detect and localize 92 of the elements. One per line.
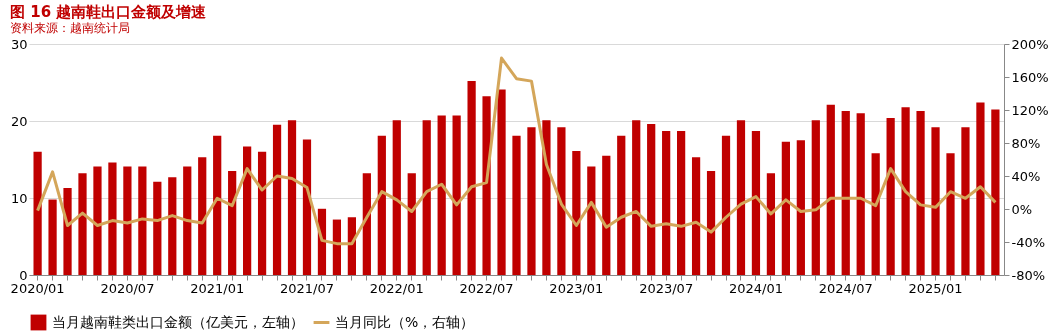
bar: [602, 155, 611, 275]
y2-tick-label: 120%: [1011, 102, 1049, 118]
bar: [377, 135, 386, 275]
bar: [198, 157, 207, 275]
bar: [811, 120, 820, 275]
bar: [706, 171, 716, 275]
y2-tick-label: 40%: [1011, 168, 1041, 184]
y-tick-label: 10: [10, 190, 28, 206]
x-tick-label: 2021/01: [190, 280, 245, 296]
x-tick-label: 2024/07: [818, 280, 873, 296]
y2-tick-label: -80%: [1011, 267, 1046, 283]
bar: [826, 104, 835, 275]
y2-tick-label: -40%: [1011, 234, 1046, 250]
text: 资料来源：越南统计局: [10, 21, 131, 35]
y-tick-label: 30: [10, 36, 28, 52]
bar: [527, 127, 536, 275]
bar: [647, 124, 656, 275]
bar: [78, 173, 87, 275]
chart-title: 图 16 越南鞋出口金额及增速: [10, 3, 208, 21]
x-tick-label: 2023/07: [639, 280, 694, 296]
bar: [422, 120, 431, 275]
bar: [257, 151, 267, 275]
bar: [946, 153, 955, 275]
bar: [512, 135, 521, 275]
bar: [48, 199, 57, 275]
y2-tick-label: 200%: [1011, 36, 1049, 52]
x-tick-label: 2020/07: [100, 280, 155, 296]
bar: [392, 120, 401, 275]
bar: [736, 120, 746, 275]
bar: [437, 115, 446, 275]
x-tick-label: 2020/01: [10, 280, 65, 296]
x-tick-label: 2022/01: [369, 280, 424, 296]
bar: [243, 146, 252, 275]
bar: [841, 110, 850, 275]
bar: [138, 166, 147, 275]
bar: [557, 127, 566, 275]
y-tick-label: 20: [10, 113, 28, 129]
bar: [183, 166, 192, 275]
legend-label: 当月越南鞋类出口金额（亿美元，左轴）: [52, 313, 304, 330]
y-tick-label: 0: [19, 267, 28, 283]
line-series: [36, 56, 997, 246]
bar: [677, 131, 686, 275]
bar: [751, 131, 761, 275]
bar: [33, 151, 42, 275]
bar: [796, 140, 805, 275]
bar: [587, 166, 596, 275]
bar: [228, 171, 237, 275]
bar: [856, 113, 865, 275]
y2-tick-label: 80%: [1011, 135, 1041, 151]
bar: [662, 131, 671, 275]
bar: [691, 157, 701, 275]
bar: [362, 173, 371, 275]
bar: [617, 135, 626, 275]
bar: [721, 135, 731, 275]
bar: [467, 80, 476, 275]
bar: [63, 187, 72, 275]
bar: [871, 153, 880, 275]
bar: [452, 115, 461, 275]
bar: [632, 120, 641, 275]
bar: [766, 173, 776, 275]
bar: [572, 151, 581, 275]
bar: [213, 135, 222, 275]
bar: [332, 219, 342, 275]
x-tick-label: 2025/01: [908, 280, 963, 296]
bar: [901, 107, 910, 275]
y2-tick-label: 0%: [1011, 201, 1033, 217]
bar: [781, 141, 790, 275]
bar: [272, 124, 282, 275]
bar: [93, 166, 102, 275]
bar: [302, 139, 312, 275]
bar: [976, 102, 985, 275]
bar: [287, 120, 297, 275]
legend-label: 当月同比（%，右轴）: [335, 313, 475, 330]
x-tick-label: 2022/07: [459, 280, 514, 296]
bar: [886, 117, 895, 275]
bar: [108, 162, 117, 275]
bar: [991, 109, 1000, 275]
x-tick-label: 2023/01: [549, 280, 604, 296]
y2-tick-label: 160%: [1011, 69, 1049, 85]
bar: [123, 166, 132, 275]
bar: [542, 120, 551, 275]
x-tick-label: 2024/01: [728, 280, 783, 296]
x-tick-label: 2021/07: [279, 280, 334, 296]
bar: [347, 217, 356, 275]
bar: [961, 127, 970, 275]
bar: [407, 173, 416, 275]
bar: [482, 96, 491, 275]
bar: [931, 127, 940, 275]
bar: [497, 89, 506, 275]
bar: [168, 177, 177, 275]
bar: [916, 110, 925, 275]
bar: [153, 181, 162, 275]
